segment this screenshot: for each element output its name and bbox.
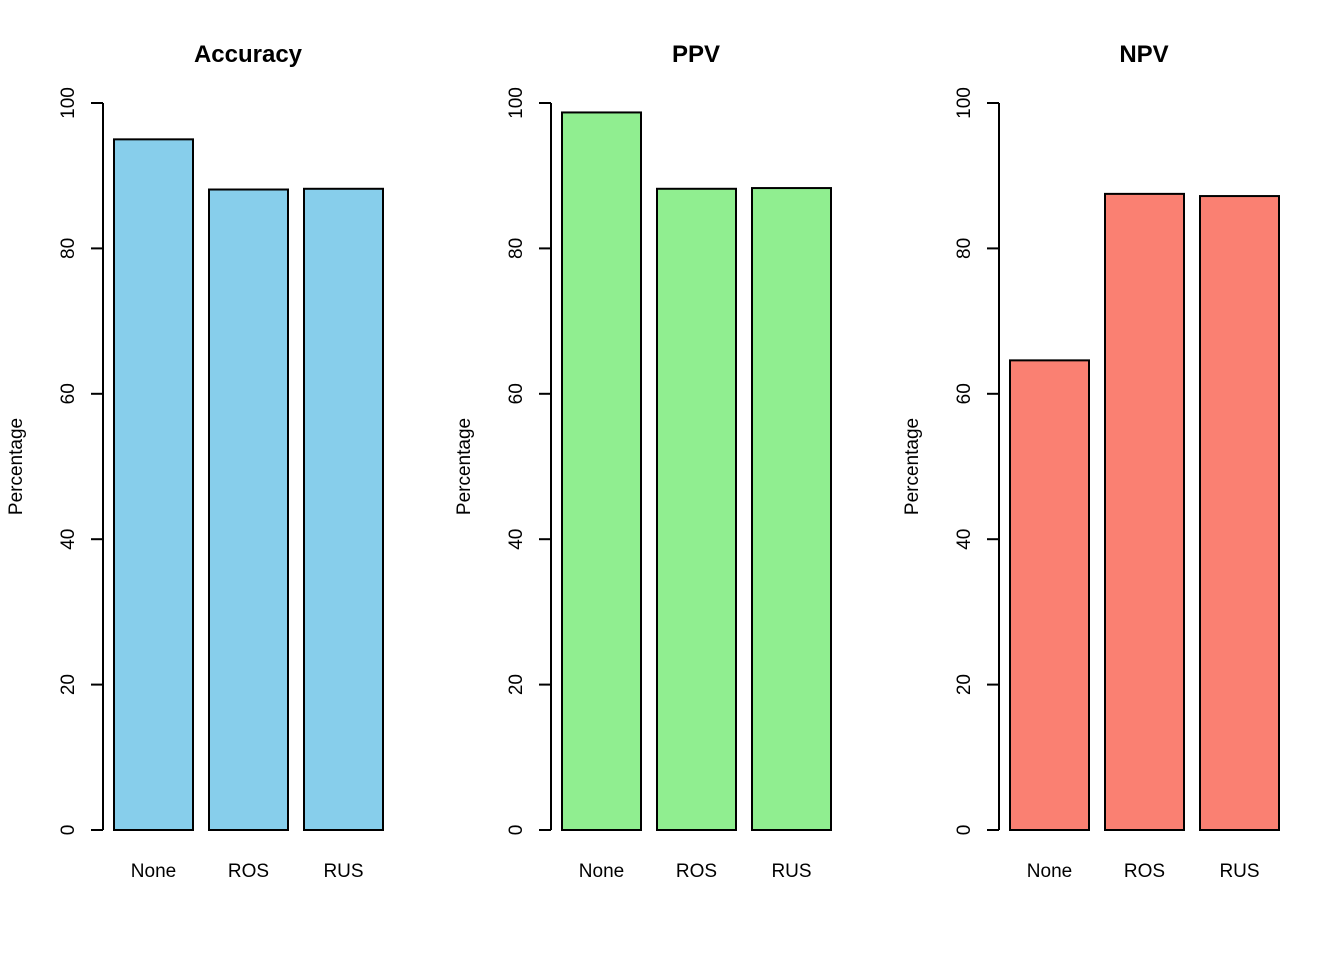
y-tick-label: 100 — [506, 87, 527, 119]
bar-rus — [1199, 195, 1280, 831]
category-label: ROS — [676, 861, 717, 882]
bar-none — [561, 111, 642, 832]
category-label: ROS — [228, 861, 269, 882]
category-label: RUS — [323, 861, 363, 882]
y-axis-label: Percentage — [6, 418, 27, 515]
y-tick-label: 40 — [506, 529, 527, 550]
panel-title: Accuracy — [194, 41, 303, 68]
chart-panel-npv: NPV None ROS RUS 0 20 40 60 80 100 Percentage — [902, 41, 1280, 882]
y-tick-label: 40 — [954, 529, 975, 550]
bar-none — [1009, 359, 1090, 831]
y-tick-label: 20 — [506, 674, 527, 695]
y-tick-label: 80 — [954, 238, 975, 259]
y-tick-label: 20 — [58, 674, 79, 695]
y-tick-label: 40 — [58, 529, 79, 550]
category-label: ROS — [1124, 861, 1165, 882]
chart-panel-ppv: PPV None ROS RUS 0 20 40 60 80 100 Percentage — [454, 41, 832, 882]
chart-panel-accuracy: Accuracy None ROS RUS 0 20 40 60 80 100 Percentage — [6, 41, 384, 882]
y-tick-label: 0 — [506, 825, 527, 836]
y-tick-label: 100 — [954, 87, 975, 119]
y-tick-label: 80 — [58, 238, 79, 259]
y-tick-label: 80 — [506, 238, 527, 259]
category-label: RUS — [1219, 861, 1259, 882]
y-tick-label: 20 — [954, 674, 975, 695]
bar-ros — [208, 188, 289, 831]
bar-rus — [751, 187, 832, 831]
bar-none — [113, 138, 194, 832]
y-axis-label: Percentage — [454, 418, 475, 515]
category-label: None — [579, 861, 624, 882]
y-tick-label: 0 — [954, 825, 975, 836]
bar-ros — [1104, 192, 1185, 831]
panel-title: PPV — [672, 41, 720, 68]
y-tick-label: 0 — [58, 825, 79, 836]
y-tick-label: 60 — [506, 383, 527, 404]
category-label: None — [131, 861, 176, 882]
category-label: RUS — [771, 861, 811, 882]
y-tick-label: 60 — [58, 383, 79, 404]
bar-ros — [656, 187, 737, 831]
panel-title: NPV — [1119, 41, 1168, 68]
y-axis-label: Percentage — [902, 418, 923, 515]
bar-rus — [303, 187, 384, 831]
y-tick-label: 100 — [58, 87, 79, 119]
category-label: None — [1027, 861, 1072, 882]
y-tick-label: 60 — [954, 383, 975, 404]
